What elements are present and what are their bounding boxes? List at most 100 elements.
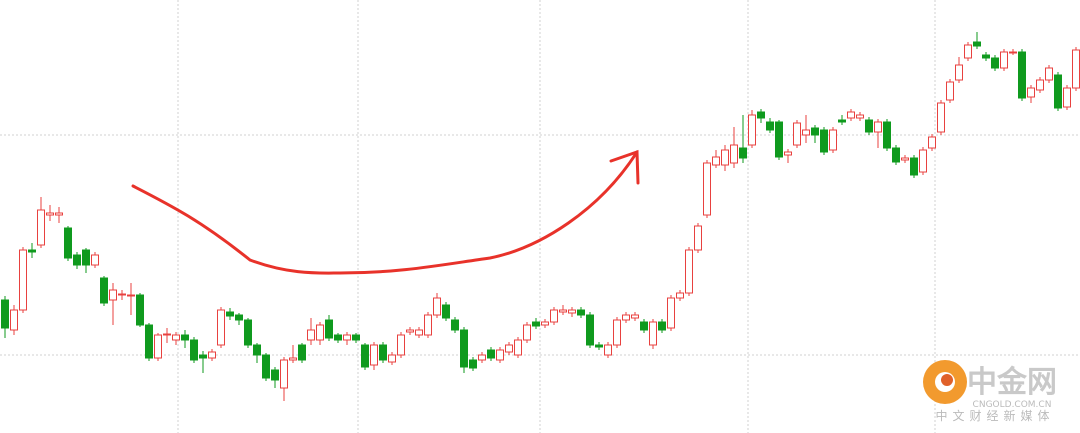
candle-body [145,324,153,359]
candle-body [1000,51,1008,69]
candle-body [181,334,189,341]
candle-body [532,321,540,327]
candle-body [793,122,801,146]
candle-body [1054,74,1062,109]
candle-body [820,129,828,153]
domain: CNGOLD.COM.CN [973,400,1052,410]
candle-body [937,102,945,133]
candle-body [127,294,135,297]
candle-body [64,227,72,259]
candle-body [550,309,558,323]
candle-body [1009,51,1017,54]
candle-body [370,344,378,366]
slogan: 中文财经新媒体 [935,408,1054,423]
candle-body [118,293,126,296]
candle-body [469,359,477,369]
candle-body [505,344,513,353]
candle-body [1,299,9,329]
candle-body [226,311,234,317]
candle-body [523,324,531,341]
candle-body [343,334,351,341]
candle-body [640,321,648,331]
candle-body [622,314,630,321]
candle-body [1072,49,1080,89]
candle-body [784,151,792,156]
candle-body [982,54,990,59]
candle-body [28,249,36,253]
candle-body [190,339,198,361]
candle-body [262,354,270,379]
candle-body [910,157,918,176]
candle-body [829,129,837,151]
candle-body [883,121,891,149]
candle-body [676,292,684,299]
candle-body [415,329,423,336]
candle-body [811,127,819,136]
candle-body [388,354,396,363]
candle-body [91,254,99,266]
candle-body [235,314,243,321]
candle-body [748,114,756,146]
candle-body [361,344,369,368]
candle-body [451,319,459,331]
arrow-curve [131,150,639,275]
candle-body [280,359,288,389]
candle-body [163,333,171,336]
candle-body [667,297,675,329]
candle-body [838,119,846,123]
candle-body [478,354,486,361]
candle-body [766,121,774,131]
candle-body [703,162,711,216]
candle-body [658,321,666,331]
candle-body [253,344,261,356]
brand: 中金网 [967,365,1057,400]
candle-body [685,249,693,294]
candle-body [442,304,450,319]
candle-body [586,314,594,346]
candle-body [460,329,468,368]
candle-body [352,334,360,341]
candle-body [721,149,729,166]
candle-body [964,44,972,59]
candle-body [1063,87,1071,108]
candle-body [334,334,342,341]
candle-body [613,319,621,346]
candle-body [568,309,576,314]
candle-body [730,144,738,164]
candle-body [577,309,585,316]
candle-body [1018,51,1026,99]
candle-body [298,344,306,361]
candle-body [649,321,657,346]
candle-body [406,329,414,333]
candle-body [217,309,225,346]
candle-body [757,111,765,119]
candle-body [433,297,441,316]
candle-body [1027,87,1035,98]
candle-body [865,119,873,133]
candle-body [946,81,954,101]
candle-body [955,64,963,81]
candle-body [46,212,54,216]
candle-body [100,277,108,304]
candle-body [10,309,18,331]
candle-body [514,339,522,356]
candle-body [775,121,783,158]
candle-body [316,324,324,341]
candle-body [631,314,639,319]
candle-body [271,369,279,381]
hand-drawn-arrow [131,149,640,275]
candle-body [496,349,504,361]
candle-body [208,351,216,359]
candle-body [856,114,864,119]
candle-body [919,149,927,173]
candle-body [307,329,315,341]
candle-body [802,129,810,136]
candle-body [928,136,936,149]
candle-body [559,309,567,313]
candle-body [892,147,900,163]
candle-body [199,354,207,359]
candles [1,32,1080,401]
candle-body [37,209,45,246]
